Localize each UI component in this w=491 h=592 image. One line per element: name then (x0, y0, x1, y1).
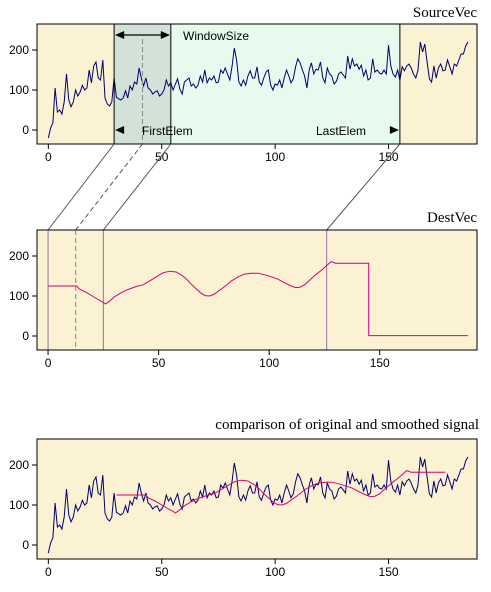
x-tick-label: 0 (45, 356, 52, 370)
last-elem-label: LastElem (316, 124, 366, 138)
x-tick-label: 0 (45, 565, 52, 579)
connector-window-end (102, 143, 172, 231)
connector-center (75, 143, 143, 231)
y-tick-label: 100 (9, 498, 29, 512)
window-mapping-connectors (47, 143, 401, 231)
y-tick-label: 0 (22, 123, 29, 137)
x-tick-label: 150 (379, 565, 399, 579)
destvec-window-marker-lines (47, 230, 328, 350)
x-tick-label: 50 (155, 565, 169, 579)
y-tick-label: 200 (9, 249, 29, 263)
last-elem-arrowhead (389, 126, 399, 134)
destvec-smoothed-line (48, 261, 469, 337)
comparison-ticks: 0 50 100 150 0 100 200 (9, 458, 399, 579)
x-tick-label: 0 (45, 150, 52, 164)
window-size-arrowhead-right (160, 31, 170, 39)
destvec-panel: DestVec 0 50 100 150 0 100 200 (9, 210, 478, 370)
x-tick-label: 100 (259, 356, 279, 370)
destvec-ticks: 0 50 100 150 0 100 200 (9, 249, 390, 370)
x-tick-label: 50 (152, 356, 166, 370)
comparison-plot-area (37, 439, 477, 559)
first-elem-arrowhead (115, 126, 125, 134)
window-size-label: WindowSize (183, 29, 249, 43)
destvec-frame (36, 229, 478, 351)
sourcevec-title: SourceVec (413, 5, 477, 21)
connector-last-elem (326, 143, 401, 231)
y-tick-label: 100 (9, 289, 29, 303)
window-size-arrowhead-left (115, 31, 125, 39)
x-tick-label: 100 (265, 150, 285, 164)
comparison-title: comparison of original and smoothed sign… (215, 417, 479, 433)
comparison-panel: comparison of original and smoothed sign… (9, 417, 479, 579)
y-tick-label: 200 (9, 43, 29, 57)
y-tick-label: 0 (22, 329, 29, 343)
y-tick-label: 200 (9, 458, 29, 472)
comparison-frame (36, 438, 478, 560)
connector-first-elem (47, 143, 115, 231)
sourcevec-line (47, 41, 469, 139)
destvec-title: DestVec (427, 210, 477, 226)
y-tick-label: 0 (22, 538, 29, 552)
x-tick-label: 150 (370, 356, 390, 370)
first-elem-label: FirstElem (142, 124, 193, 138)
smoothed-signal-line (116, 470, 446, 514)
y-tick-label: 100 (9, 83, 29, 97)
sourcevec-frame (36, 23, 478, 145)
original-signal-line (47, 456, 469, 554)
x-tick-label: 100 (265, 565, 285, 579)
destvec-plot-area (37, 230, 477, 350)
